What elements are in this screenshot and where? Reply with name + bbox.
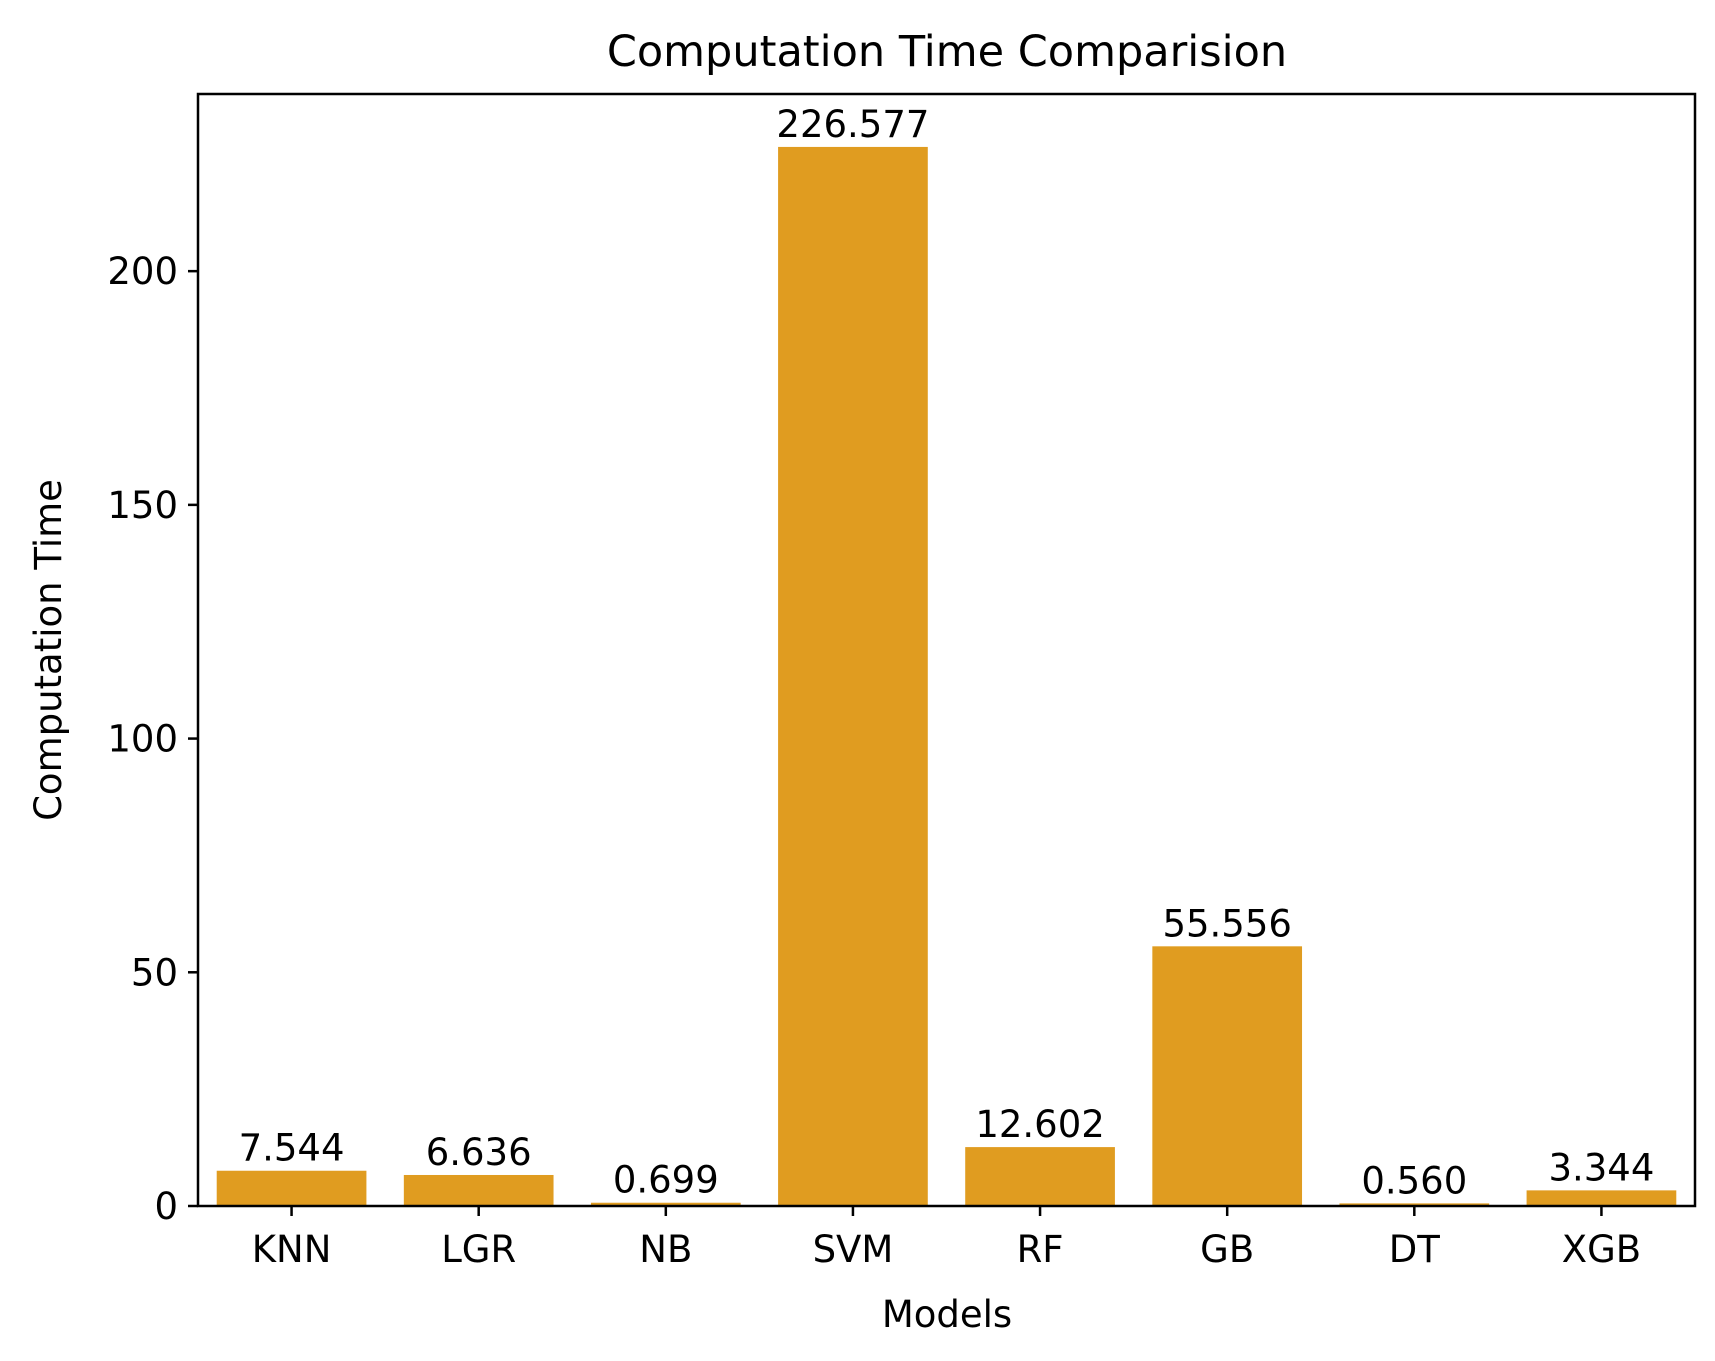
x-tick-label-svm: SVM: [813, 1228, 894, 1271]
bar-knn: [216, 1170, 367, 1206]
x-tick-label-knn: KNN: [252, 1228, 332, 1271]
bar-svm: [778, 146, 928, 1206]
x-tick-label-dt: DT: [1389, 1228, 1440, 1271]
x-axis-label: Models: [882, 1293, 1012, 1336]
bar-xgb: [1526, 1190, 1677, 1206]
data-label-nb: 0.699: [613, 1159, 719, 1202]
data-labels-layer: 7.544 6.636 0.699 226.577 12.602 55.556 0.560 3…: [239, 103, 1655, 1202]
bars-layer: [216, 146, 1677, 1206]
bar-nb: [590, 1202, 741, 1206]
bar-lgr: [403, 1174, 554, 1206]
x-tick-label-lgr: LGR: [441, 1228, 516, 1271]
chart-title: Computation Time Comparision: [607, 27, 1287, 77]
data-label-gb: 55.556: [1162, 902, 1291, 945]
y-axis: 0 50 100 150 200: [107, 250, 198, 1228]
data-label-rf: 12.602: [975, 1103, 1104, 1146]
y-axis-label: Computation Time: [27, 479, 70, 821]
data-label-xgb: 3.344: [1548, 1146, 1654, 1189]
bar-dt: [1339, 1203, 1490, 1206]
data-label-svm: 226.577: [776, 103, 929, 146]
data-label-knn: 7.544: [239, 1127, 345, 1170]
y-tick-label-200: 200: [107, 250, 178, 293]
bar-gb: [1152, 946, 1303, 1206]
y-tick-label-150: 150: [107, 484, 178, 527]
x-tick-label-nb: NB: [639, 1228, 692, 1271]
x-axis: KNN LGR NB SVM RF GB DT XGB: [252, 1206, 1641, 1271]
data-label-lgr: 6.636: [426, 1131, 532, 1174]
bar-rf: [965, 1147, 1115, 1206]
x-tick-label-xgb: XGB: [1562, 1228, 1641, 1271]
plot-frame: [196, 92, 1697, 1208]
x-tick-label-rf: RF: [1017, 1228, 1064, 1271]
y-tick-label-0: 0: [154, 1185, 178, 1228]
x-tick-label-gb: GB: [1200, 1228, 1254, 1271]
y-tick-label-100: 100: [107, 718, 178, 761]
y-tick-label-50: 50: [131, 951, 178, 994]
data-label-dt: 0.560: [1361, 1159, 1467, 1202]
